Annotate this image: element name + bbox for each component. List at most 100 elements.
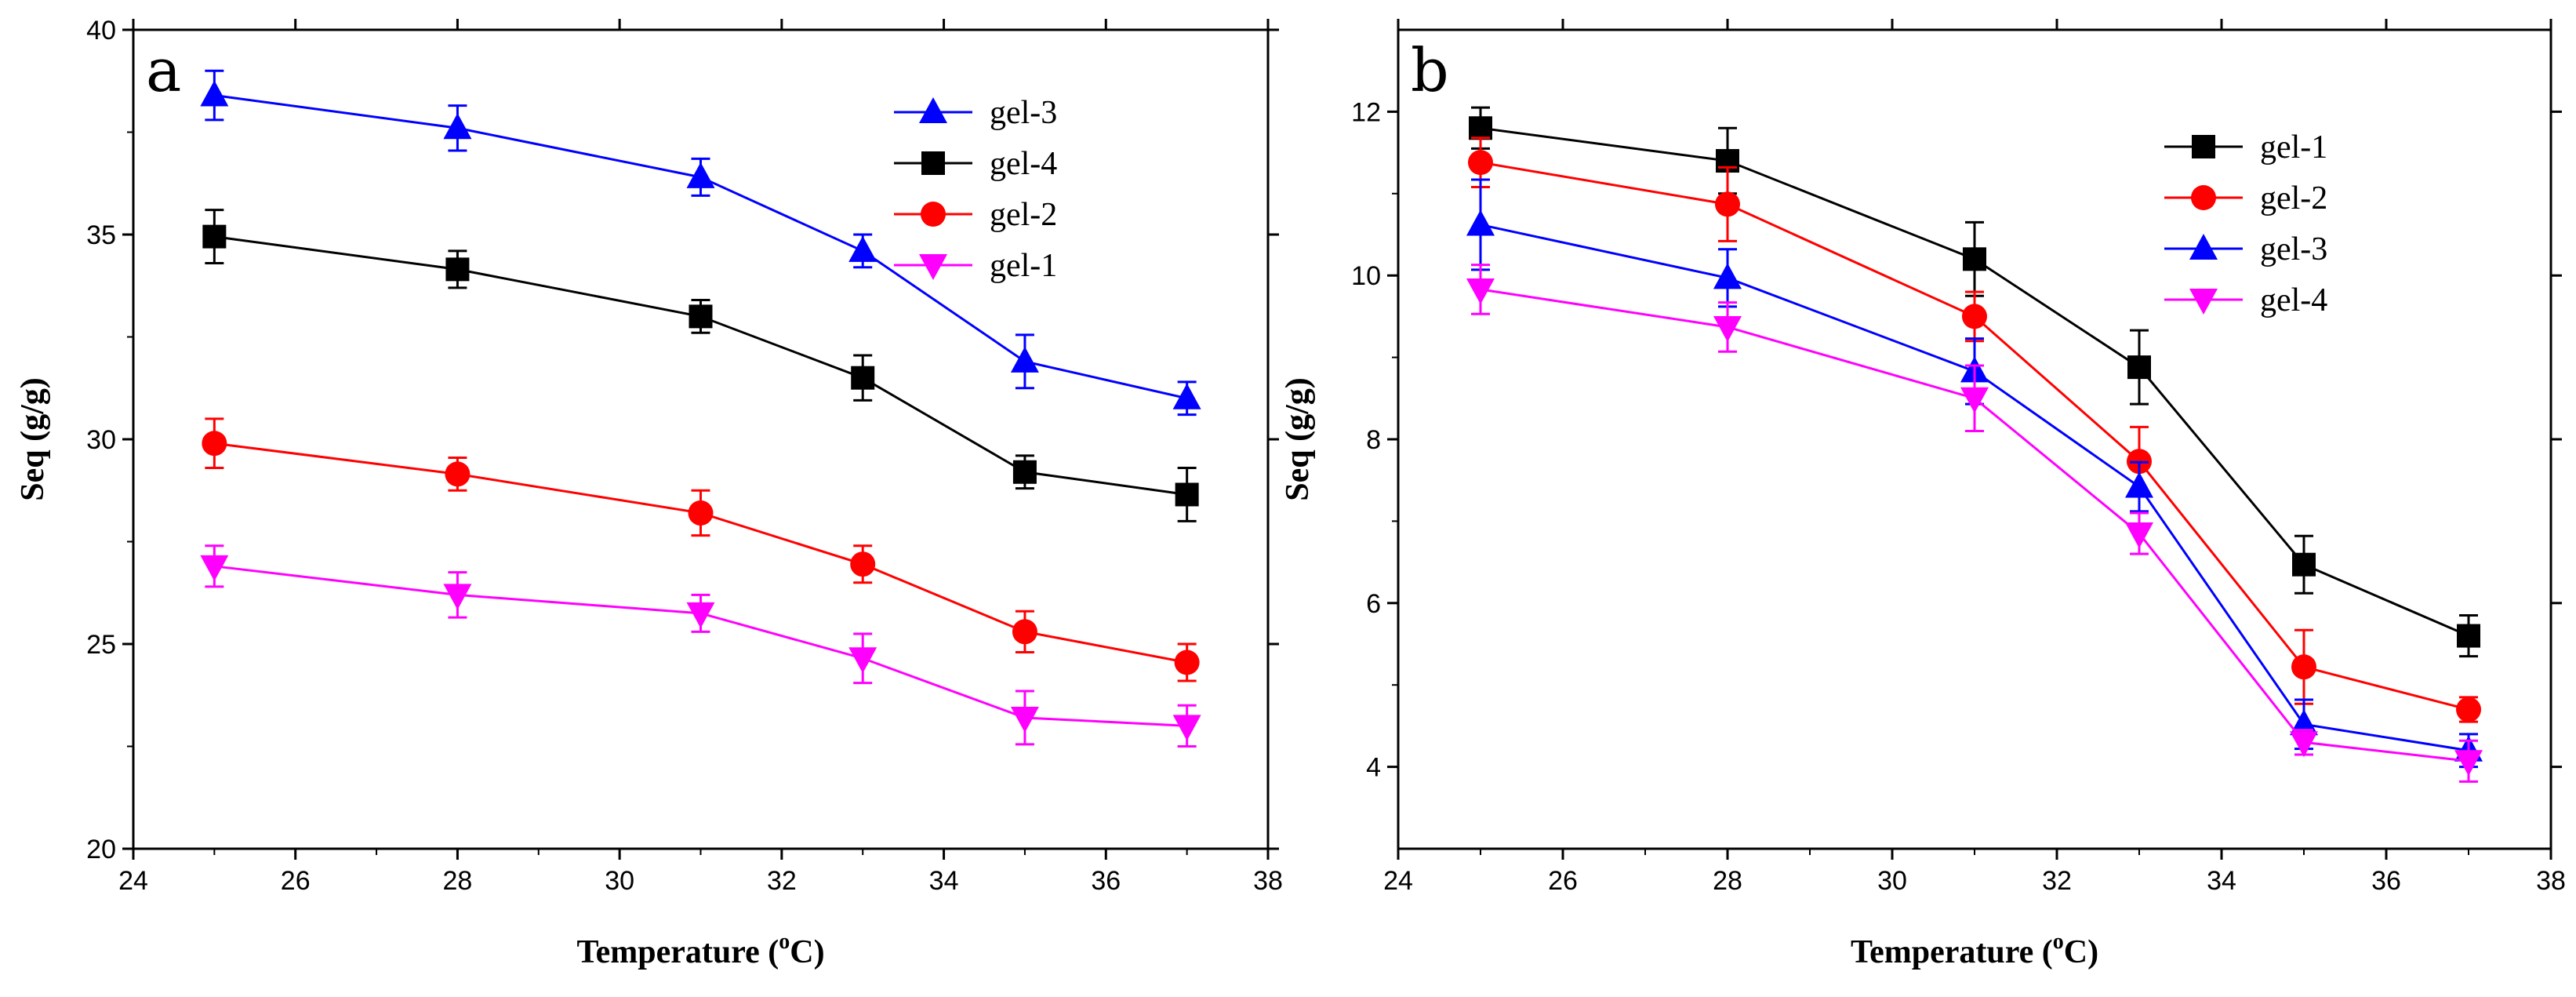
x-axis-title: Temperature (oC) (1851, 930, 2098, 970)
x-tick-label: 32 (767, 866, 797, 896)
y-tick-label: 10 (1351, 261, 1381, 291)
series-line (1480, 161, 2469, 711)
data-point (1962, 304, 1987, 329)
legend-marker (919, 97, 947, 123)
data-point (202, 224, 227, 249)
data-point (2456, 697, 2481, 722)
series-line (214, 442, 1187, 664)
series-line (214, 235, 1187, 496)
data-point (848, 647, 877, 674)
data-point (2292, 552, 2316, 577)
data-point (1012, 460, 1037, 484)
data-point (1010, 706, 1039, 733)
x-tick-label: 34 (929, 866, 959, 896)
data-point (2454, 750, 2483, 777)
data-point (1010, 346, 1039, 373)
data-point (443, 584, 472, 610)
legend-label: gel-3 (990, 95, 1057, 131)
panel-a-chart: 24 26 28 30 32 34 36 38 20 25 30 35 40 a Temperature (… (15, 16, 1283, 970)
data-point (200, 80, 229, 107)
y-tick-label: 6 (1366, 589, 1381, 619)
data-point (1175, 482, 1199, 507)
data-point (2291, 654, 2316, 680)
data-point (2290, 709, 2318, 736)
legend-entry: gel-2 (894, 197, 1057, 233)
legend-label: gel-1 (990, 248, 1057, 284)
data-point (1172, 715, 1201, 741)
data-point (1012, 619, 1037, 645)
x-tick-label: 24 (1383, 866, 1413, 896)
data-point (1468, 150, 1493, 176)
x-axis-title: Temperature (oC) (576, 930, 824, 970)
data-point (1715, 191, 1740, 217)
data-point (1963, 247, 1986, 271)
y-axis-title: Seq (g/g) (15, 377, 51, 501)
x-tick-label: 32 (2042, 866, 2072, 896)
data-point (200, 555, 229, 581)
x-tick-label: 28 (443, 866, 473, 896)
data-point (2457, 624, 2480, 648)
data-point (686, 602, 715, 628)
y-tick-label: 8 (1366, 425, 1381, 455)
panel-label: b (1411, 35, 1449, 105)
legend-marker (2189, 289, 2218, 315)
legend-marker (921, 202, 946, 227)
legend-marker (2191, 185, 2216, 210)
data-point (443, 113, 472, 140)
series-gel-3 (200, 69, 1201, 417)
data-point (688, 500, 714, 526)
legend-entry: gel-4 (894, 146, 1057, 182)
data-point (445, 257, 470, 282)
data-point (202, 431, 227, 457)
x-tick-label: 30 (1877, 866, 1907, 896)
legend-label: gel-4 (2260, 282, 2327, 318)
data-point (850, 551, 876, 577)
data-point (689, 304, 713, 329)
data-point (1960, 387, 1989, 413)
y-tick-label: 35 (86, 220, 116, 250)
data-point (2125, 522, 2153, 549)
legend-label: gel-3 (2260, 231, 2327, 267)
series-line (214, 565, 1187, 727)
data-point (1713, 315, 1742, 342)
y-tick-label: 40 (86, 16, 116, 45)
plot-frame (1397, 28, 2552, 850)
data-point (2125, 471, 2153, 498)
legend-marker (919, 254, 947, 280)
x-tick-label: 34 (2207, 866, 2236, 896)
data-point (1466, 278, 1495, 304)
y-tick-label: 4 (1366, 753, 1381, 783)
legend-label: gel-2 (990, 197, 1057, 233)
legend-marker (921, 151, 945, 175)
data-point (2290, 731, 2318, 758)
x-tick-label: 36 (1091, 866, 1121, 896)
y-tick-label: 25 (86, 630, 116, 660)
legend-entry: gel-3 (2164, 231, 2327, 267)
legend-entry: gel-4 (2164, 282, 2327, 318)
data-point (1174, 650, 1200, 675)
series-gel-1 (200, 544, 1201, 748)
legend-entry: gel-3 (894, 95, 1057, 131)
plot-frame (132, 28, 1270, 850)
legend-label: gel-1 (2260, 129, 2327, 166)
legend-marker (2192, 135, 2215, 158)
x-tick-label: 38 (2536, 866, 2566, 896)
legend-label: gel-4 (990, 146, 1057, 182)
x-tick-label: 28 (1713, 866, 1742, 896)
data-point (851, 366, 875, 390)
legend-marker (2189, 234, 2218, 260)
y-tick-label: 30 (86, 425, 116, 455)
series-line (1480, 288, 2469, 762)
series-gel-4 (202, 209, 1199, 522)
legend-entry: gel-1 (2164, 129, 2327, 166)
series-line (1480, 224, 2469, 752)
legend-entry: gel-1 (894, 248, 1057, 284)
legend-label: gel-2 (2260, 180, 2327, 217)
x-tick-label: 26 (281, 866, 311, 896)
data-point (1466, 209, 1495, 236)
panel-label: a (146, 35, 181, 105)
panel-b-chart: 24 26 28 30 32 34 36 38 4 6 8 10 12 b Temperature (oC)… (1280, 19, 2566, 970)
data-point (1713, 263, 1742, 289)
y-axis-title: Seq (g/g) (1280, 377, 1316, 501)
